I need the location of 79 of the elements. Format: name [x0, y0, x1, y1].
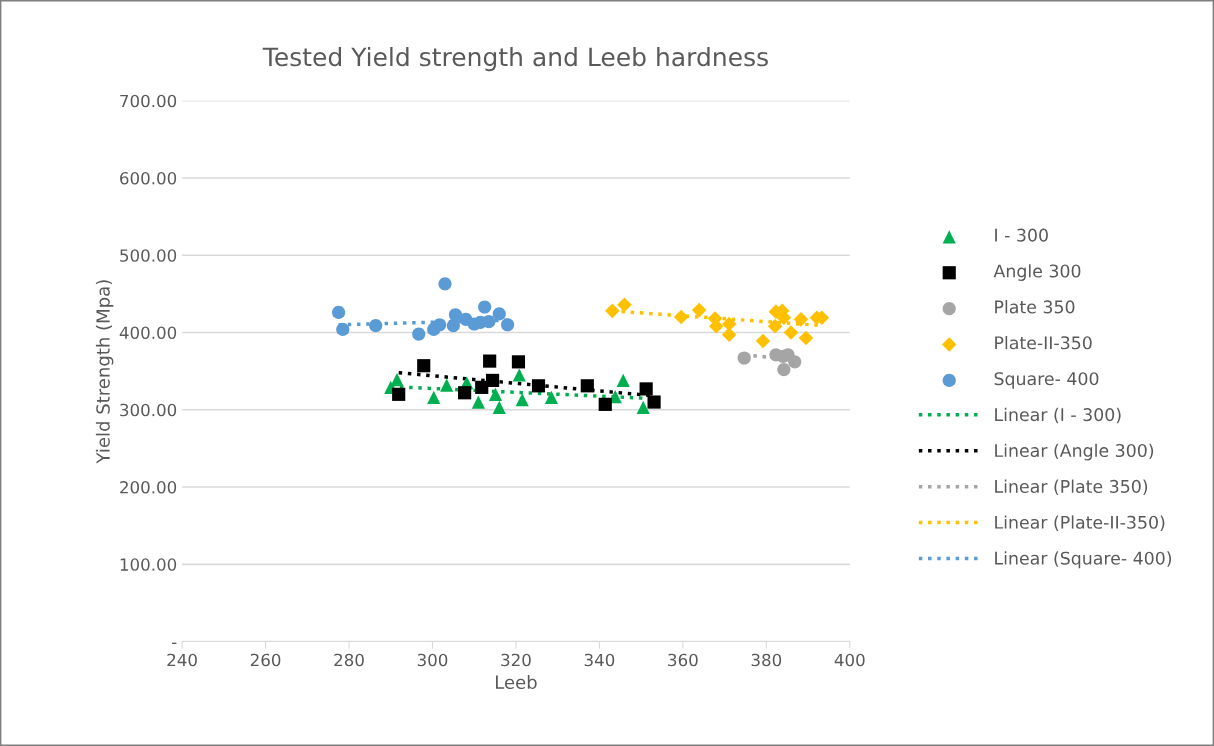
- point: [793, 312, 809, 327]
- point: [783, 325, 799, 340]
- point: [448, 308, 463, 322]
- point: [721, 327, 737, 343]
- legend-label: Angle 300: [993, 264, 1081, 281]
- point: [446, 318, 460, 333]
- y-tick-label: 200.00: [120, 480, 177, 494]
- point: [390, 373, 404, 387]
- legend-label: Plate 350: [995, 300, 1075, 314]
- point: [647, 395, 661, 409]
- point: [605, 303, 620, 319]
- point: [501, 318, 515, 332]
- point: [471, 395, 485, 409]
- x-tick-label: 400: [834, 653, 865, 667]
- point: [515, 393, 529, 407]
- point: [616, 373, 630, 387]
- point: [475, 380, 489, 394]
- y-tick-label: 700.00: [120, 94, 177, 108]
- x-tick-label: 320: [501, 653, 531, 667]
- x-tick-label: 240: [167, 653, 197, 667]
- point: [598, 397, 612, 411]
- point: [482, 315, 496, 329]
- point: [737, 351, 751, 365]
- x-tick-label: 260: [250, 653, 281, 667]
- x-tick-label: 340: [584, 653, 615, 667]
- point: [440, 378, 454, 392]
- point: [417, 359, 431, 373]
- legend-label: Square- 400: [994, 372, 1099, 389]
- legend-label: Plate-II-350: [995, 335, 1092, 350]
- point: [767, 319, 783, 334]
- point: [639, 382, 653, 396]
- point: [492, 307, 506, 321]
- point: [438, 277, 452, 291]
- point: [432, 318, 447, 332]
- point: [673, 309, 689, 325]
- point: [512, 368, 526, 382]
- point: [483, 354, 497, 368]
- legend-label: Linear (Angle 300): [995, 443, 1154, 461]
- legend-label: Linear (I - 300): [995, 407, 1121, 424]
- point: [636, 400, 650, 415]
- point: [478, 300, 492, 314]
- point: [788, 355, 802, 369]
- point: [492, 400, 506, 415]
- point: [531, 379, 546, 393]
- y-tick-label: 500.00: [120, 249, 177, 262]
- x-tick-label: 300: [417, 653, 448, 667]
- point: [485, 373, 500, 387]
- y-tick-label: 300.00: [120, 403, 177, 417]
- point: [580, 379, 594, 393]
- point: [369, 318, 383, 333]
- y-tick-label: 600.00: [120, 171, 177, 185]
- point: [544, 390, 559, 404]
- point: [511, 355, 526, 369]
- y-tick-label: 100.00: [120, 558, 177, 571]
- point: [427, 390, 441, 404]
- x-tick-label: 280: [334, 653, 364, 667]
- x-tick-label: 380: [751, 653, 782, 667]
- y-tick-label: -: [172, 642, 177, 644]
- x-tick-label: 360: [668, 653, 698, 667]
- point: [617, 297, 632, 312]
- x-axis-title: Leeb: [496, 675, 537, 690]
- point: [721, 316, 737, 332]
- legend-label: Linear (Plate 350): [995, 479, 1148, 496]
- legend-label: I - 300: [995, 228, 1048, 242]
- point: [458, 386, 472, 400]
- y-tick-label: 400.00: [119, 326, 177, 340]
- point: [336, 322, 350, 336]
- point: [488, 387, 503, 401]
- point: [777, 363, 791, 377]
- point: [412, 327, 426, 341]
- chart-title: Tested Yield strength and Leeb hardness: [262, 46, 768, 72]
- legend-label: Linear (Square- 400): [995, 551, 1172, 569]
- point: [755, 333, 771, 349]
- point: [392, 387, 406, 401]
- point: [691, 302, 707, 318]
- point: [332, 305, 346, 319]
- legend-label: Linear (Plate-II-350): [995, 515, 1165, 531]
- y-axis-title: Yield Strength (Mpa): [95, 280, 114, 464]
- point: [798, 330, 814, 346]
